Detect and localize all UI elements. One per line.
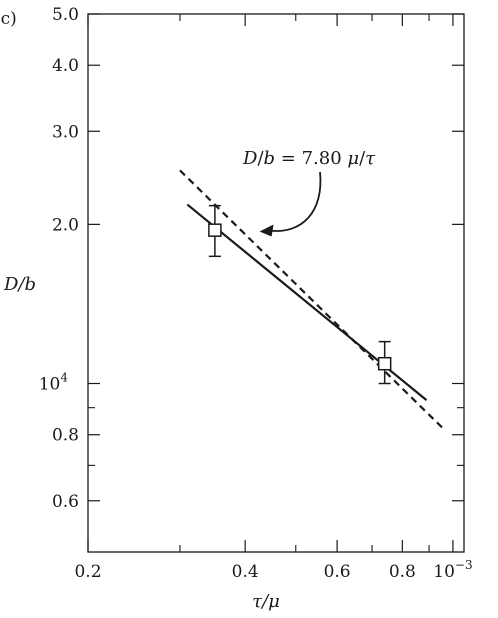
annotation-arrowhead: [259, 224, 274, 237]
y-tick-label: 0.6: [52, 492, 79, 512]
axis-ticks: [87, 13, 464, 552]
annotation-text-part: /: [257, 148, 264, 169]
y-tick-label: 4.0: [52, 56, 79, 76]
y-tick-label-base: 3.0: [52, 122, 79, 142]
x-tick-label-base: 0.6: [324, 562, 351, 582]
x-tick-label-base: 0.2: [74, 562, 101, 582]
y-tick-label-base: 10: [39, 374, 61, 394]
x-tick-label: 0.8: [389, 562, 416, 582]
x-tick-label: 10−3: [433, 558, 472, 582]
x-tick-label: 0.2: [74, 562, 101, 582]
x-tick-label: 0.6: [324, 562, 351, 582]
annotation-arrow: [269, 171, 322, 232]
y-tick-label-base: 2.0: [52, 215, 79, 235]
x-tick-label: 0.4: [232, 562, 259, 582]
y-tick-label-base: 5.0: [52, 5, 79, 25]
data-point-square: [377, 356, 392, 371]
x-axis-label-text: τ/μ: [252, 591, 280, 612]
annotation-text-part: /: [359, 148, 366, 169]
annotation-text-part: τ: [365, 148, 376, 169]
panel-label: (c): [0, 9, 17, 29]
plot-frame: [87, 13, 465, 553]
y-tick-label-base: 0.6: [52, 492, 79, 512]
y-tick-label: 2.0: [52, 215, 79, 235]
x-tick-label-base: 0.8: [389, 562, 416, 582]
y-tick-label: 104: [39, 370, 69, 394]
annotation-text-part: = 7.80: [275, 148, 347, 169]
y-tick-label: 5.0: [52, 5, 79, 25]
data-series: [179, 169, 445, 430]
annotation-text-part: b: [264, 148, 276, 169]
annotation-text-part: D: [242, 148, 258, 169]
x-tick-label-base: 10: [433, 562, 455, 582]
dashed-fit-line: [179, 169, 445, 430]
y-axis-label-text: D/b: [3, 274, 36, 295]
y-tick-label: 3.0: [52, 122, 79, 142]
x-tick-label-base: 0.4: [232, 562, 259, 582]
y-axis-label: D/b: [3, 274, 36, 295]
solid-fit-line: [186, 203, 428, 402]
annotation-text-part: μ: [347, 148, 359, 169]
y-tick-label-base: 0.8: [52, 426, 79, 446]
x-axis-label: τ/μ: [252, 591, 280, 612]
x-tick-label-exponent: −3: [455, 558, 473, 572]
y-tick-label: 0.8: [52, 426, 79, 446]
dashed-line-annotation: D/b = 7.80 μ/τ: [242, 148, 376, 169]
y-tick-label-exponent: 4: [60, 370, 68, 384]
data-point-square: [208, 223, 222, 237]
y-tick-label-base: 4.0: [52, 56, 79, 76]
